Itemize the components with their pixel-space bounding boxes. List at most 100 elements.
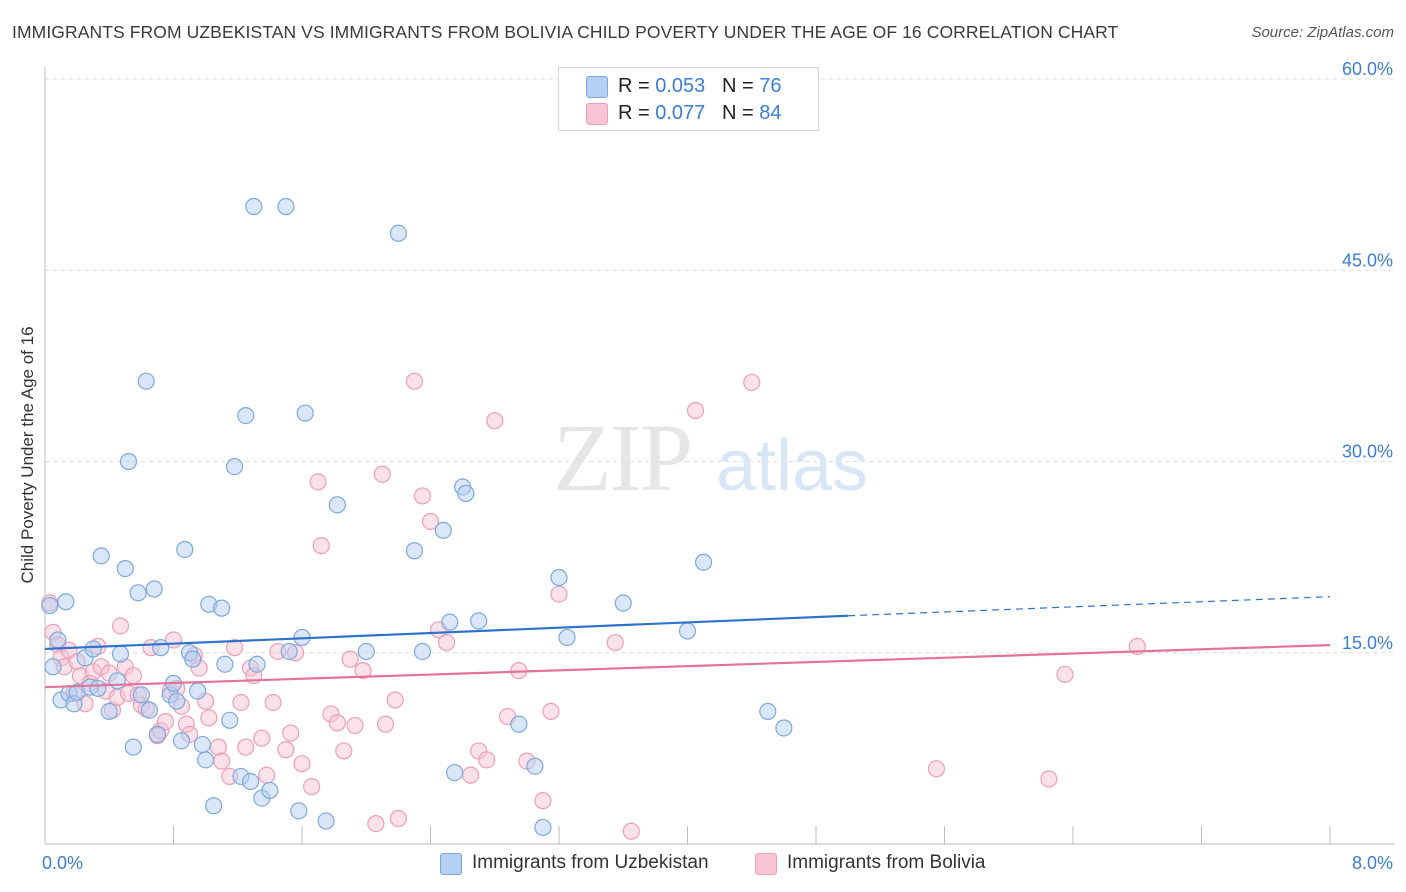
bolivia-point	[462, 766, 480, 784]
uzbekistan-point	[92, 547, 110, 565]
uzbekistan-point	[100, 702, 118, 721]
bolivia-point	[1056, 665, 1074, 684]
uzbekistan-points	[41, 197, 793, 837]
uzbekistan-point	[558, 628, 576, 647]
uzbekistan-point	[389, 224, 407, 242]
uzbekistan-point	[357, 642, 375, 661]
bolivia-point	[542, 702, 560, 721]
bolivia-point	[376, 715, 395, 733]
bolivia-point	[927, 760, 946, 778]
legend-text-uzbekistan: R = 0.053 N = 76	[618, 75, 781, 98]
uzbekistan-point	[457, 484, 475, 502]
bolivia-point	[258, 766, 276, 784]
n-label: N =	[721, 102, 760, 124]
uzbekistan-point	[132, 686, 150, 704]
correlation-legend: R = 0.053 N = 76 R = 0.077 N = 84	[558, 67, 819, 131]
legend-text-bolivia: R = 0.077 N = 84	[618, 102, 781, 125]
uzbekistan-point	[242, 772, 260, 791]
uzbekistan-point	[140, 701, 159, 719]
bolivia-point	[743, 373, 761, 392]
bolivia-point	[312, 537, 330, 555]
bolivia-point	[111, 617, 130, 635]
uzbekistan-point	[89, 679, 107, 698]
bolivia-swatch	[755, 853, 777, 875]
bottom-legend-uzbekistan-label: Immigrants from Uzbekistan	[472, 852, 709, 873]
y-tick-label: 45.0%	[1342, 250, 1393, 270]
uzbekistan-point	[405, 542, 424, 560]
bolivia-point	[225, 639, 244, 657]
uzbekistan-point	[152, 639, 170, 657]
n-label: N =	[721, 75, 760, 97]
y-axis-label: Child Poverty Under the Age of 16	[18, 326, 37, 584]
r-value-uzbekistan: 0.053	[655, 75, 706, 97]
uzbekistan-point	[213, 599, 231, 617]
bolivia-point	[437, 633, 456, 652]
uzbekistan-point	[84, 640, 102, 658]
uzbekistan-trend-extension	[848, 596, 1331, 617]
uzbekistan-point	[57, 593, 75, 611]
tick-labels: 15.0% 30.0% 45.0% 60.0% 0.0% 8.0%	[42, 59, 1393, 873]
uzbekistan-point	[614, 594, 632, 612]
bolivia-point	[421, 512, 440, 531]
bolivia-point	[282, 724, 300, 742]
bolivia-point	[386, 691, 404, 709]
uzbekistan-point	[188, 682, 207, 700]
uzbekistan-point	[111, 645, 130, 663]
bolivia-point	[354, 661, 372, 680]
uzbekistan-point	[526, 757, 544, 775]
bolivia-point	[478, 751, 496, 769]
bolivia-point	[413, 487, 432, 505]
watermark: ZIP atlas	[553, 404, 868, 511]
uzbekistan-point	[290, 802, 308, 820]
bolivia-point	[606, 633, 624, 652]
uzbekistan-point	[137, 372, 155, 390]
n-value-bolivia: 84	[759, 102, 782, 124]
uzbekistan-point	[248, 655, 266, 673]
uzbekistan-point	[534, 818, 552, 837]
bolivia-point	[124, 667, 142, 685]
uzbekistan-point	[277, 197, 295, 216]
bolivia-point	[405, 372, 424, 390]
uzbekistan-point	[216, 655, 234, 673]
source-label: Source: ZipAtlas.com	[1251, 24, 1394, 41]
uzbekistan-point	[441, 613, 459, 631]
y-tick-label: 60.0%	[1342, 59, 1393, 79]
uzbekistan-point	[328, 496, 346, 514]
bolivia-point	[367, 814, 385, 833]
bolivia-point	[346, 716, 364, 735]
bolivia-point	[686, 401, 705, 420]
bolivia-point	[237, 738, 255, 756]
uzbekistan-point	[129, 584, 147, 602]
uzbekistan-point	[116, 559, 134, 578]
uzbekistan-swatch	[586, 76, 608, 98]
uzbekistan-point	[168, 692, 186, 710]
bolivia-point	[309, 473, 327, 491]
x-tick-label: 8.0%	[1352, 853, 1393, 873]
grid-lines	[45, 78, 1395, 654]
uzbekistan-point	[510, 715, 528, 733]
bolivia-point	[209, 738, 228, 756]
bolivia-point	[389, 809, 407, 828]
bolivia-swatch	[586, 103, 608, 125]
uzbekistan-point	[759, 702, 777, 721]
bolivia-point	[303, 778, 321, 796]
uzbekistan-point	[678, 622, 697, 640]
uzbekistan-point	[237, 407, 255, 425]
uzbekistan-point	[261, 781, 279, 800]
bolivia-point	[373, 465, 391, 483]
bolivia-point	[232, 693, 250, 712]
uzbekistan-point	[775, 719, 793, 737]
uzbekistan-trend-line	[44, 614, 849, 651]
bolivia-point	[328, 714, 346, 732]
trend-lines	[44, 596, 1331, 689]
uzbekistan-point	[108, 672, 126, 690]
bolivia-point	[293, 755, 311, 773]
uzbekistan-point	[44, 658, 62, 676]
uzbekistan-swatch	[440, 853, 462, 875]
y-tick-label: 30.0%	[1342, 442, 1393, 462]
uzbekistan-point	[445, 763, 464, 782]
axes	[44, 67, 1395, 845]
uzbekistan-point	[119, 452, 138, 471]
bolivia-point	[534, 792, 552, 810]
bolivia-point	[486, 412, 504, 430]
